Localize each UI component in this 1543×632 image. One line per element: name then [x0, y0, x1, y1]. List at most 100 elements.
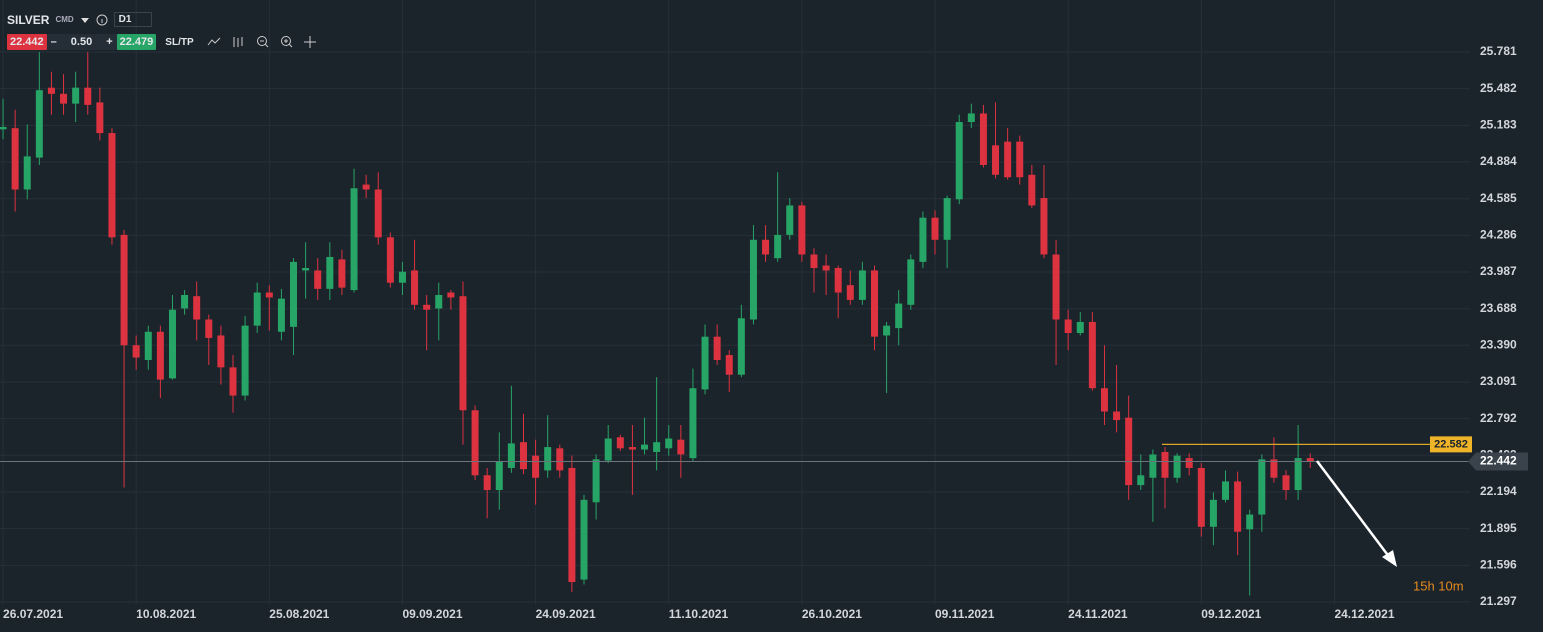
sell-button[interactable]: 22.442: [7, 34, 47, 50]
buy-button[interactable]: 22.479: [116, 34, 157, 50]
y-tick-label: 25.183: [1480, 118, 1517, 132]
level-tag: [1430, 436, 1472, 453]
candle-body: [774, 234, 782, 259]
x-tick-label: 09.12.2021: [1201, 607, 1261, 621]
candle-body: [277, 298, 285, 332]
y-tick-label: 24.585: [1480, 191, 1517, 205]
candle-body: [1064, 319, 1072, 334]
candle-body: [604, 438, 612, 461]
y-tick-label: 23.987: [1480, 264, 1517, 278]
candle-body: [544, 447, 552, 471]
candle-body: [1258, 459, 1266, 515]
candle-body: [979, 113, 987, 165]
candle-body: [568, 467, 576, 583]
candle-body: [713, 336, 721, 360]
candle-body: [1100, 388, 1108, 412]
market: CMD: [55, 15, 74, 24]
info-icon[interactable]: [96, 14, 108, 26]
y-tick-label: 25.482: [1480, 81, 1517, 95]
candle-body: [786, 205, 794, 235]
candle-body: [1270, 459, 1278, 478]
level-label: 22.582: [1434, 438, 1468, 450]
y-tick-label: 21.297: [1480, 594, 1517, 608]
candle-body: [967, 113, 975, 123]
candle-body: [1197, 467, 1205, 527]
sltp-button[interactable]: SL/TP: [165, 36, 194, 48]
candle-body: [217, 335, 225, 368]
candle-body: [96, 102, 104, 134]
candle-body: [943, 198, 951, 240]
candle-body: [362, 184, 370, 190]
candle-body: [326, 256, 334, 289]
candle-body: [471, 410, 479, 476]
candle-body: [108, 133, 116, 238]
candle-body: [72, 87, 80, 104]
candle-body: [1076, 321, 1084, 334]
x-tick-label: 26.10.2021: [802, 607, 862, 621]
candle-body: [241, 325, 249, 396]
candle-body: [580, 499, 588, 580]
x-tick-label: 26.07.2021: [3, 607, 63, 621]
candle-body: [193, 296, 201, 320]
candle-body: [23, 156, 31, 190]
increase-button[interactable]: +: [102, 34, 117, 50]
candle-body: [858, 270, 866, 300]
candle-body: [411, 270, 419, 305]
y-tick-label: 22.792: [1480, 411, 1517, 425]
timeframe[interactable]: D1: [113, 12, 153, 27]
candle-body: [992, 145, 1000, 175]
candle-body: [1161, 451, 1169, 478]
current-price-tag: [1468, 452, 1528, 471]
candle-body: [132, 345, 140, 358]
candle-body: [1209, 499, 1217, 527]
candle-body: [883, 325, 891, 336]
candle-body: [229, 367, 237, 396]
candle-body: [907, 259, 915, 305]
x-tick-label: 10.08.2021: [136, 607, 196, 621]
candle-body: [1173, 455, 1181, 478]
dropdown-icon[interactable]: [80, 16, 90, 24]
candle-body: [374, 189, 382, 238]
x-tick-label: 25.08.2021: [269, 607, 329, 621]
candle-body: [846, 285, 854, 300]
candle-body: [253, 292, 261, 326]
candle-body: [532, 455, 540, 478]
candle-body: [1306, 458, 1314, 462]
candle-body: [1222, 481, 1230, 500]
candle-body: [1282, 475, 1290, 491]
candle-body: [1294, 458, 1302, 491]
x-tick-label: 11.10.2021: [669, 607, 729, 621]
candle-body: [762, 239, 770, 255]
candle-body: [338, 259, 346, 288]
candle-body: [870, 270, 878, 337]
candle-body: [350, 188, 358, 291]
symbol[interactable]: SILVER: [7, 12, 50, 27]
candle-body: [895, 303, 903, 329]
candle-body: [641, 444, 649, 450]
candle-body: [749, 239, 757, 320]
candle-body: [798, 205, 806, 255]
candle-body: [1137, 475, 1145, 486]
candle-body: [931, 217, 939, 240]
candle-body: [1246, 514, 1254, 530]
y-tick-label: 23.688: [1480, 301, 1517, 315]
candle-body: [60, 93, 68, 104]
tool-icons[interactable]: [206, 35, 336, 49]
candle-body: [447, 292, 455, 298]
candle-body: [84, 87, 92, 105]
candle-body: [156, 331, 164, 380]
volume-input[interactable]: 0.50: [60, 34, 103, 50]
candle-body: [834, 267, 842, 293]
y-tick-label: 24.884: [1480, 154, 1517, 168]
candle-body: [302, 267, 310, 271]
candle-body: [314, 270, 322, 289]
decrease-button[interactable]: –: [46, 34, 61, 50]
plot: 25.781 25.482 25.183 24.884 24.585 24.286 23.9…: [0, 0, 1528, 621]
candle-body: [725, 355, 733, 375]
candle-body: [386, 237, 394, 283]
candle-body: [120, 234, 128, 346]
candle-body: [616, 437, 624, 449]
candle-body: [689, 388, 697, 459]
